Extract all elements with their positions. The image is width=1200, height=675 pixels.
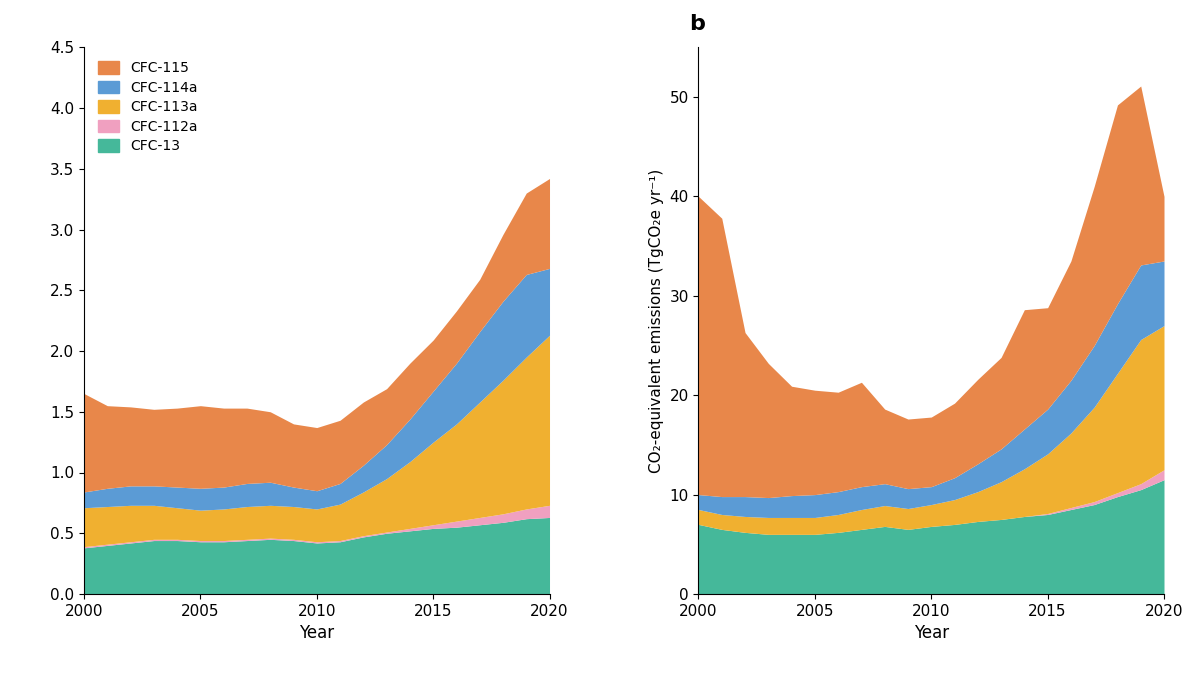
- Y-axis label: CO₂-equivalent emissions (TgCO₂e yr⁻¹): CO₂-equivalent emissions (TgCO₂e yr⁻¹): [649, 169, 664, 472]
- Text: b: b: [689, 14, 706, 34]
- Legend: CFC-115, CFC-114a, CFC-113a, CFC-112a, CFC-13: CFC-115, CFC-114a, CFC-113a, CFC-112a, C…: [91, 54, 204, 160]
- X-axis label: Year: Year: [913, 624, 949, 643]
- X-axis label: Year: Year: [299, 624, 335, 643]
